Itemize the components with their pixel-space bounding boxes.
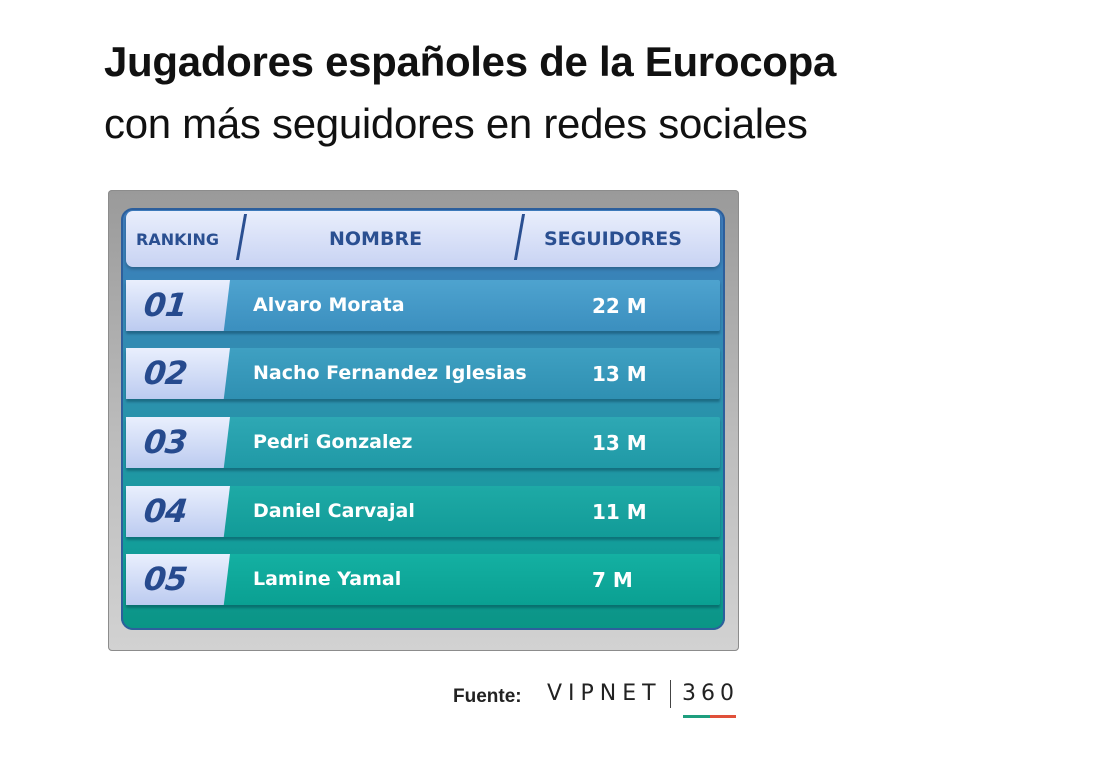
rank-number: 03 (142, 423, 189, 461)
brand-underline-green (683, 715, 710, 718)
player-followers: 7 M (592, 568, 633, 592)
player-name: Daniel Carvajal (253, 500, 415, 522)
player-followers: 13 M (592, 362, 647, 386)
chart-title: Jugadores españoles de la Eurocopa (104, 38, 837, 85)
rank-tab (126, 280, 230, 331)
table-row: 04 Daniel Carvajal 11 M (126, 486, 720, 537)
brand-logo-number: 360 (682, 681, 739, 706)
source-label: Fuente: (453, 686, 522, 707)
player-name: Pedri Gonzalez (253, 431, 413, 453)
player-name: Lamine Yamal (253, 568, 402, 590)
player-followers: 13 M (592, 431, 647, 455)
rank-tab (126, 554, 230, 605)
rank-tab (126, 417, 230, 468)
header-name: NOMBRE (329, 228, 423, 250)
rank-number: 04 (142, 492, 189, 530)
rank-number: 01 (142, 286, 189, 324)
brand-logo-name: VIPNET (547, 681, 662, 706)
rank-tab (126, 486, 230, 537)
chart-subtitle: con más seguidores en redes sociales (104, 100, 808, 147)
table-row: 05 Lamine Yamal 7 M (126, 554, 720, 605)
rank-number: 02 (142, 354, 189, 392)
player-followers: 11 M (592, 500, 647, 524)
rank-number: 05 (142, 560, 189, 598)
player-name: Alvaro Morata (253, 294, 405, 316)
table-row: 03 Pedri Gonzalez 13 M (126, 417, 720, 468)
table-row: 02 Nacho Fernandez Iglesias 13 M (126, 348, 720, 399)
header-ranking: RANKING (136, 230, 219, 249)
player-followers: 22 M (592, 294, 647, 318)
header-followers: SEGUIDORES (544, 228, 682, 250)
player-name: Nacho Fernandez Iglesias (253, 362, 527, 384)
brand-underline-red (710, 715, 736, 718)
rank-tab (126, 348, 230, 399)
table-header (126, 211, 720, 267)
table-row: 01 Alvaro Morata 22 M (126, 280, 720, 331)
brand-divider (670, 680, 671, 708)
